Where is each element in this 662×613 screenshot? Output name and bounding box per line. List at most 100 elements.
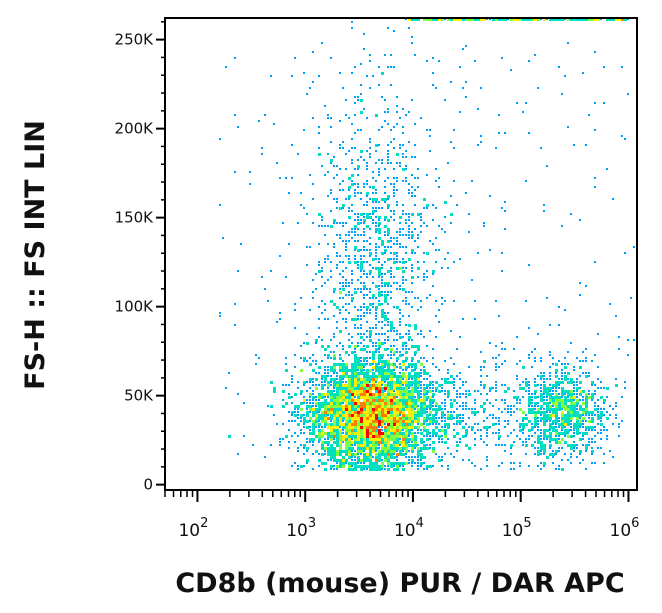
event-dot: [576, 396, 578, 398]
event-dot: [300, 393, 302, 395]
event-dot: [399, 411, 402, 414]
event-dot: [237, 453, 239, 455]
event-dot: [330, 429, 333, 432]
event-dot: [399, 321, 401, 323]
event-dot: [324, 450, 326, 452]
event-dot: [570, 18, 573, 21]
event-dot: [300, 345, 302, 347]
event-dot: [372, 282, 374, 284]
event-dot: [399, 285, 401, 287]
event-dot: [351, 174, 354, 177]
event-dot: [315, 378, 318, 381]
event-dot: [357, 459, 360, 462]
event-dot: [357, 186, 359, 188]
event-dot: [378, 351, 380, 353]
event-dot: [387, 444, 390, 447]
event-dot: [354, 291, 357, 294]
event-dot: [372, 360, 375, 363]
event-dot: [549, 366, 551, 368]
event-dot: [552, 387, 554, 389]
event-dot: [603, 453, 605, 455]
event-dot: [321, 225, 323, 227]
event-dot: [384, 261, 386, 263]
event-dot: [390, 438, 393, 441]
event-dot: [366, 426, 369, 429]
event-dot: [435, 366, 437, 368]
event-dot: [411, 42, 413, 44]
event-dot: [351, 270, 353, 272]
event-dot: [612, 423, 614, 425]
event-dot: [465, 18, 468, 21]
event-dot: [543, 204, 545, 206]
event-dot: [495, 357, 497, 359]
event-dot: [426, 387, 428, 389]
event-dot: [288, 393, 290, 395]
event-dot: [396, 411, 399, 414]
event-dot: [315, 405, 317, 407]
event-dot: [324, 402, 327, 405]
event-dot: [360, 234, 362, 236]
event-dot: [525, 300, 527, 302]
event-dot: [576, 384, 578, 386]
event-dot: [321, 432, 324, 435]
event-dot: [444, 408, 446, 410]
event-dot: [363, 228, 365, 230]
event-dot: [321, 441, 324, 444]
event-dot: [423, 399, 426, 402]
event-dot: [333, 357, 336, 360]
event-dot: [375, 444, 378, 447]
event-dot: [372, 198, 375, 201]
event-dot: [561, 423, 564, 426]
event-dot: [549, 405, 552, 408]
event-dot: [426, 438, 429, 441]
event-dot: [360, 99, 363, 102]
event-dot: [588, 18, 591, 21]
event-dot: [414, 54, 416, 56]
event-dot: [390, 393, 393, 396]
event-dot: [615, 315, 617, 317]
event-dot: [411, 306, 413, 308]
event-dot: [423, 369, 426, 372]
event-dot: [360, 366, 363, 369]
event-dot: [339, 234, 341, 236]
event-dot: [381, 243, 384, 246]
event-dot: [420, 117, 422, 119]
event-dot: [414, 396, 416, 398]
event-dot: [321, 447, 324, 450]
event-dot: [306, 414, 309, 417]
event-dot: [357, 288, 359, 290]
event-dot: [306, 420, 309, 423]
event-dot: [351, 387, 354, 390]
event-dot: [348, 186, 351, 189]
event-dot: [273, 390, 276, 393]
event-dot: [426, 444, 428, 446]
event-dot: [408, 192, 410, 194]
event-dot: [576, 444, 578, 446]
event-dot: [276, 162, 278, 164]
event-dot: [336, 222, 338, 224]
event-dot: [390, 462, 393, 465]
event-dot: [342, 285, 344, 287]
event-dot: [366, 351, 368, 353]
event-dot: [420, 429, 422, 431]
event-dot: [558, 360, 560, 362]
event-dot: [531, 408, 534, 411]
event-dot: [363, 186, 365, 188]
event-dot: [396, 243, 398, 245]
event-dot: [453, 411, 455, 413]
event-dot: [588, 393, 590, 395]
event-dot: [414, 297, 416, 299]
event-dot: [351, 123, 353, 125]
event-dot: [387, 456, 390, 459]
event-dot: [348, 312, 350, 314]
event-dot: [399, 438, 401, 440]
event-dot: [606, 387, 609, 390]
event-dot: [327, 372, 329, 374]
event-dot: [309, 438, 312, 441]
event-dot: [387, 330, 389, 332]
event-dot: [411, 420, 414, 423]
event-dot: [438, 225, 440, 227]
event-dot: [351, 369, 354, 372]
event-dot: [447, 378, 449, 380]
event-dot: [504, 408, 506, 410]
